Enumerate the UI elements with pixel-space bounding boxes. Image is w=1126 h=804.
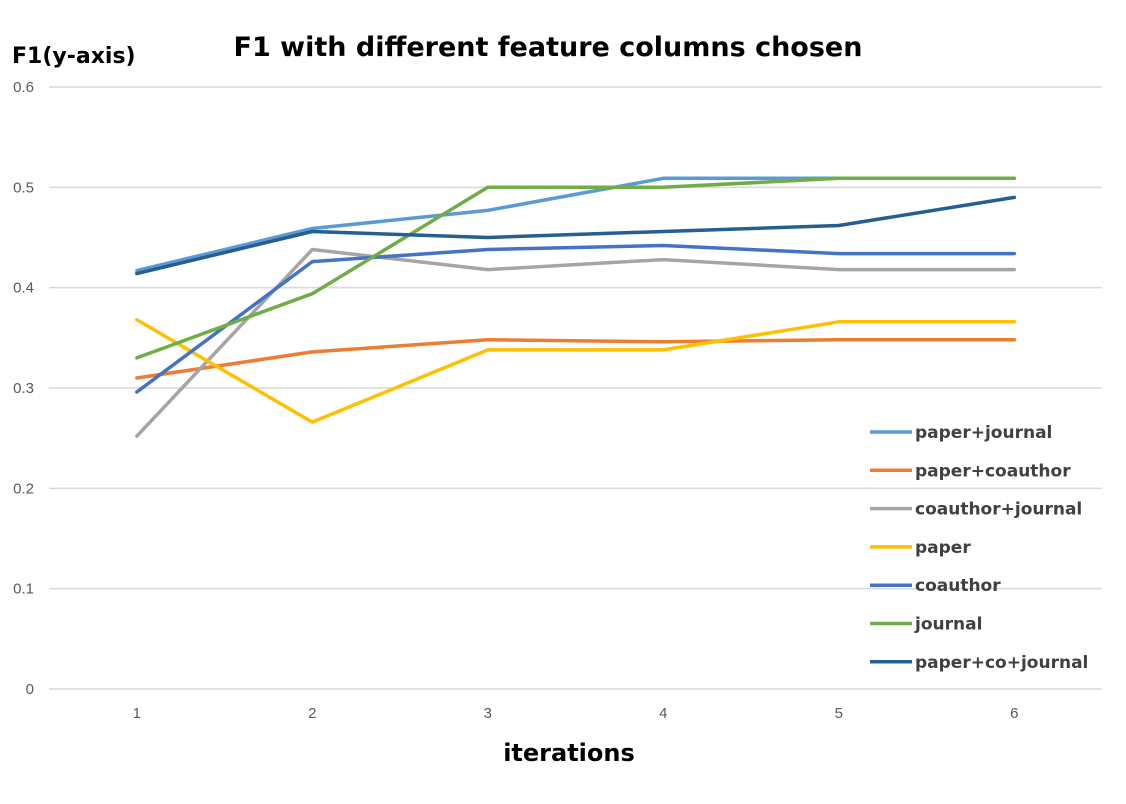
legend: paper+journal paper+coauthor coauthor+jour… xyxy=(870,423,1088,673)
y-axis-ticks: 0 0.1 0.2 0.3 0.4 0.5 0.6 xyxy=(13,79,34,698)
y-tick-label: 0 xyxy=(26,681,34,698)
series-line xyxy=(135,176,1017,273)
series-line xyxy=(135,195,1017,276)
legend-label: journal xyxy=(914,615,982,635)
series-lines xyxy=(135,176,1017,438)
legend-label: paper xyxy=(915,538,971,558)
x-axis-label: iterations xyxy=(503,739,635,767)
x-tick-label: 5 xyxy=(835,705,843,722)
x-tick-label: 1 xyxy=(133,705,141,722)
chart-title: F1 with different feature columns chosen xyxy=(234,32,863,63)
y-tick-label: 0.5 xyxy=(13,179,34,196)
y-tick-label: 0.1 xyxy=(13,581,34,598)
y-tick-label: 0.2 xyxy=(13,480,34,497)
legend-label: coauthor xyxy=(915,576,1001,596)
series-line xyxy=(135,338,1017,380)
series-line xyxy=(135,247,1017,438)
legend-label: paper+journal xyxy=(915,423,1052,443)
x-tick-label: 4 xyxy=(659,705,667,722)
legend-label: paper+co+journal xyxy=(915,653,1088,673)
legend-label: coauthor+journal xyxy=(915,500,1082,520)
series-line xyxy=(135,318,1017,424)
y-axis-label: F1(y-axis) xyxy=(12,44,136,69)
series-line xyxy=(135,176,1017,360)
series-line xyxy=(135,243,1017,394)
x-axis-ticks: 1 2 3 4 5 6 xyxy=(133,705,1019,722)
x-tick-label: 6 xyxy=(1010,705,1018,722)
x-tick-label: 2 xyxy=(308,705,316,722)
legend-label: paper+coauthor xyxy=(915,461,1071,481)
y-tick-label: 0.3 xyxy=(13,380,34,397)
x-tick-label: 3 xyxy=(484,705,492,722)
y-tick-label: 0.4 xyxy=(13,280,34,297)
y-tick-label: 0.6 xyxy=(13,79,34,96)
